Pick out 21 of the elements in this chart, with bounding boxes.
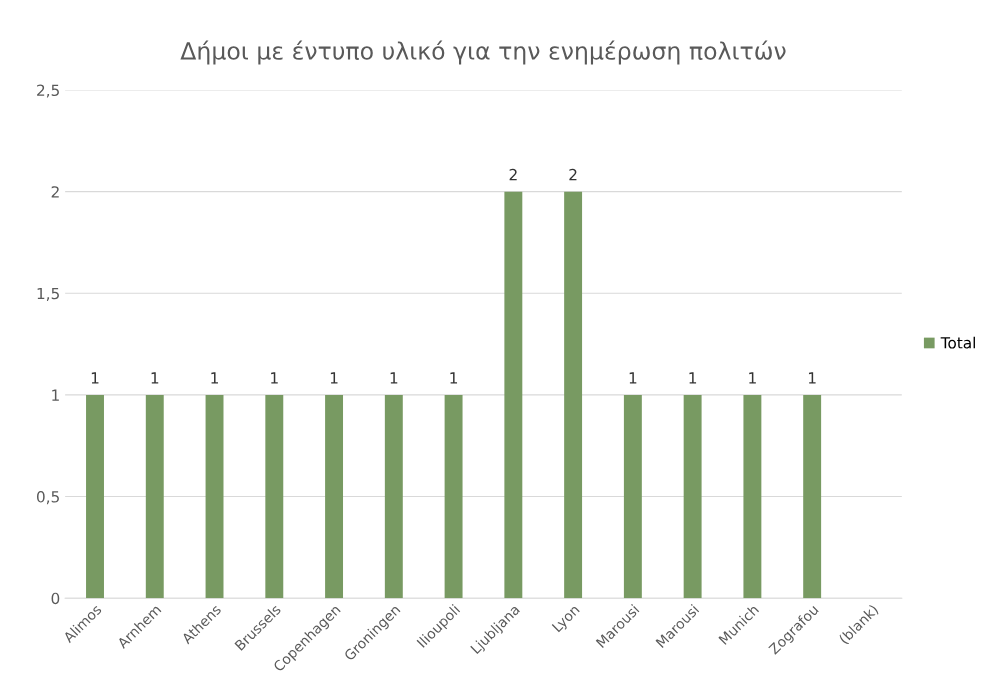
data-label: 1: [808, 372, 816, 384]
data-label: 1: [450, 372, 458, 384]
data-label: 1: [390, 372, 398, 384]
legend-label: Total: [940, 336, 975, 349]
data-label: 1: [629, 372, 637, 384]
y-tick-label: 2,5: [37, 84, 59, 98]
y-tick-label: 2: [51, 186, 59, 198]
y-tick-label: 1,5: [37, 287, 59, 301]
y-tick-label: 1: [52, 389, 59, 401]
y-tick-label: 0: [51, 592, 60, 605]
data-label: 2: [569, 168, 577, 181]
data-label: 1: [151, 372, 159, 384]
data-label: 1: [330, 372, 338, 384]
data-label: 1: [689, 372, 697, 384]
data-label: 2: [509, 168, 517, 181]
data-label: 1: [91, 372, 99, 384]
data-label: 1: [749, 372, 756, 384]
data-label: 1: [271, 372, 278, 384]
data-label: 1: [211, 372, 218, 384]
chart-title: Δήμοι με έντυπο υλικό για την ενημέρωση πολιτών: [180, 40, 786, 65]
y-tick-label: 0,5: [36, 491, 59, 505]
